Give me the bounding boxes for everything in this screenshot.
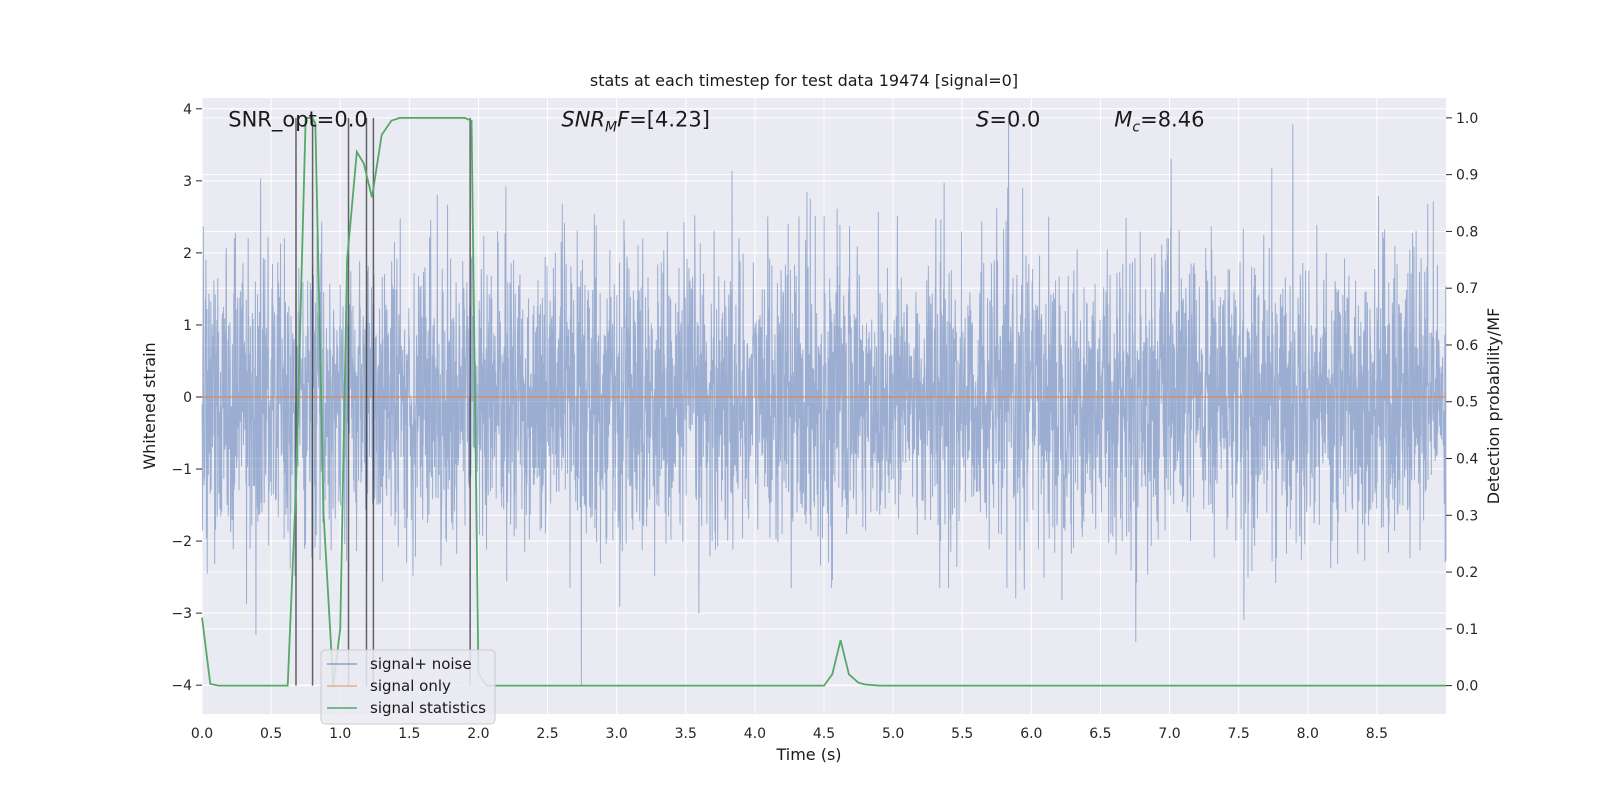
y-tick-label: −3 xyxy=(171,606,192,622)
y-tick-label: 1 xyxy=(183,318,192,334)
y-axis-right-label: Detection probability/MF xyxy=(1484,308,1503,505)
x-tick-label: 2.0 xyxy=(467,726,489,742)
x-tick-label: 7.5 xyxy=(1228,726,1250,742)
y-tick-label: 0 xyxy=(183,390,192,406)
legend-box xyxy=(320,649,496,725)
x-tick-label: 3.0 xyxy=(606,726,628,742)
x-tick-label: 8.0 xyxy=(1297,726,1319,742)
y-right-tick-label: 0.5 xyxy=(1456,395,1478,411)
annotation-snr-mf: SNRMF=[4.23] xyxy=(561,108,710,136)
x-tick-label: 0.5 xyxy=(260,726,282,742)
legend-label: signal statistics xyxy=(370,699,486,717)
series-signal-noise-line xyxy=(201,121,1447,686)
y-right-tick-label: 0.9 xyxy=(1456,168,1478,184)
x-tick-label: 6.5 xyxy=(1089,726,1111,742)
x-tick-label: 1.0 xyxy=(329,726,351,742)
y-tick-label: 3 xyxy=(183,174,192,190)
legend-label: signal+ noise xyxy=(370,655,472,673)
y-right-tick-label: 0.2 xyxy=(1456,565,1478,581)
y-right-tick-label: 0.4 xyxy=(1456,452,1478,468)
annotation-snr-opt: SNR_opt=0.0 xyxy=(228,108,368,133)
annotation-s: S=0.0 xyxy=(976,108,1040,132)
x-tick-label: 4.0 xyxy=(744,726,766,742)
x-tick-label: 3.5 xyxy=(675,726,697,742)
y-tick-label: 4 xyxy=(183,102,192,118)
legend: signal+ noise signal only signal statistic… xyxy=(320,649,496,725)
y-axis-label: Whitened strain xyxy=(140,342,159,469)
y-right-tick-label: 0.1 xyxy=(1456,622,1478,638)
x-tick-label: 1.5 xyxy=(398,726,420,742)
y-tick-label: −1 xyxy=(171,462,192,478)
y-tick-label: −4 xyxy=(171,678,192,694)
x-tick-label: 4.5 xyxy=(813,726,835,742)
y-right-tick-label: 0.0 xyxy=(1456,679,1478,695)
y-tick-label: −2 xyxy=(171,534,192,550)
legend-label: signal only xyxy=(370,677,451,695)
y-right-tick-label: 0.8 xyxy=(1456,224,1478,240)
chart-title: stats at each timestep for test data 194… xyxy=(590,71,1018,90)
y-tick-label: 2 xyxy=(183,246,192,262)
x-tick-label: 8.5 xyxy=(1366,726,1388,742)
x-axis-label: Time (s) xyxy=(775,745,841,764)
x-tick-label: 0.0 xyxy=(191,726,213,742)
x-tick-label: 5.0 xyxy=(882,726,904,742)
y-right-tick-label: 0.7 xyxy=(1456,281,1478,297)
annotation-mc: Mc=8.46 xyxy=(1114,108,1204,136)
series-signal-statistics-line xyxy=(201,116,1446,687)
x-tick-label: 5.5 xyxy=(951,726,973,742)
y-right-tick-label: 1.0 xyxy=(1456,111,1478,127)
x-tick-label: 2.5 xyxy=(536,726,558,742)
x-tick-label: 6.0 xyxy=(1020,726,1042,742)
x-tick-label: 7.0 xyxy=(1158,726,1180,742)
y-right-tick-label: 0.6 xyxy=(1456,338,1478,354)
y-right-tick-label: 0.3 xyxy=(1456,508,1478,524)
